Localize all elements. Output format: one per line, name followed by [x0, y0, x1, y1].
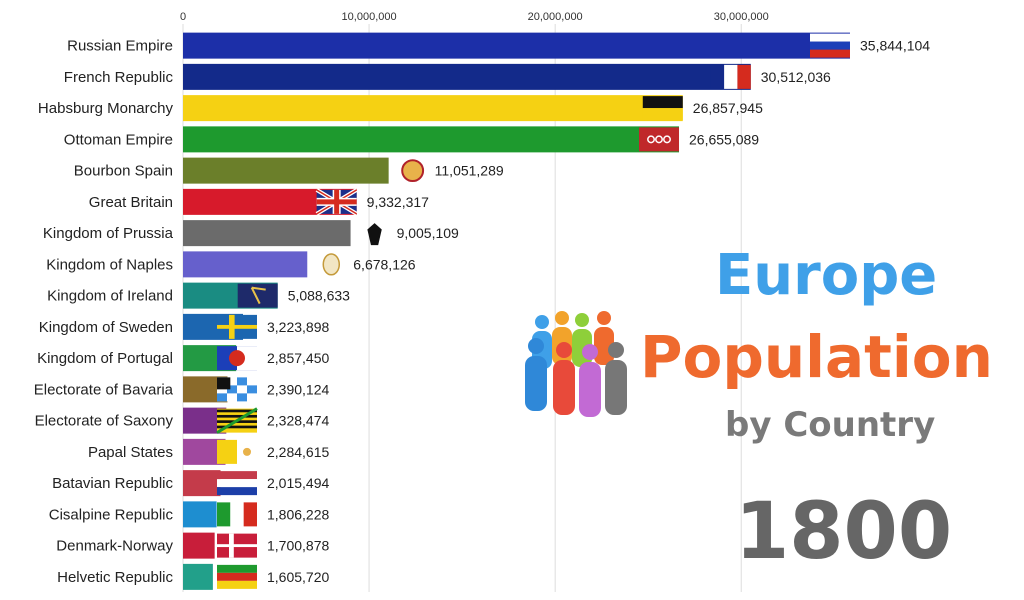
denmark-flag — [217, 533, 257, 558]
value-label: 2,857,450 — [267, 350, 329, 366]
value-label: 1,806,228 — [267, 506, 329, 522]
category-label: Kingdom of Ireland — [47, 288, 173, 305]
value-label: 30,512,036 — [761, 69, 831, 85]
value-label: 1,700,878 — [267, 538, 329, 554]
value-label: 6,678,126 — [353, 256, 415, 272]
value-label: 5,088,633 — [288, 288, 350, 304]
britain-flag — [315, 188, 358, 216]
value-label: 2,328,474 — [267, 413, 329, 429]
value-label: 2,015,494 — [267, 475, 329, 491]
category-label: Ottoman Empire — [64, 131, 173, 148]
category-label: Kingdom of Portugal — [37, 350, 173, 367]
category-label: Habsburg Monarchy — [38, 100, 174, 117]
bar — [183, 470, 221, 497]
value-label: 2,390,124 — [267, 381, 329, 397]
person-icon — [594, 311, 614, 365]
category-labels: Russian Empire French Republic Habsburg Mo… — [34, 38, 174, 586]
category-label: Helvetic Republic — [57, 569, 173, 586]
x-tick-label: 10,000,000 — [342, 11, 397, 23]
x-tick-label: 20,000,000 — [528, 11, 583, 23]
category-label: Kingdom of Prussia — [43, 225, 174, 242]
value-label: 26,857,945 — [693, 100, 763, 116]
category-label: Russian Empire — [67, 38, 173, 55]
title-line-europe: Europe — [715, 243, 938, 308]
spain-emblem — [401, 159, 425, 183]
bar — [183, 32, 850, 59]
person-icon — [605, 342, 627, 415]
person-icon — [579, 344, 601, 417]
papal-flag — [217, 439, 257, 464]
ireland-flag — [237, 283, 278, 308]
value-label: 3,223,898 — [267, 319, 329, 335]
bar — [183, 126, 680, 153]
bar — [183, 501, 217, 528]
sweden-flag — [217, 314, 257, 339]
value-label: 26,655,089 — [689, 131, 759, 147]
category-label: Electorate of Saxony — [35, 413, 174, 430]
bar — [183, 251, 308, 278]
value-labels: 35,844,104 30,512,036 26,857,945 26,655,089… — [267, 38, 930, 585]
bar — [183, 95, 683, 122]
category-label: Great Britain — [89, 194, 173, 211]
title-block: Europe Population by Country 1800 — [520, 248, 1020, 588]
people-group-icon — [525, 311, 627, 417]
category-label: Bourbon Spain — [74, 163, 173, 180]
bar — [183, 63, 751, 90]
prussia-eagle — [367, 223, 382, 246]
category-label: Kingdom of Sweden — [39, 319, 173, 336]
value-label: 9,332,317 — [367, 194, 429, 210]
person-icon — [525, 338, 547, 411]
category-label: Denmark-Norway — [56, 538, 173, 555]
value-label: 1,605,720 — [267, 569, 329, 585]
bar — [183, 220, 351, 247]
bar — [183, 563, 213, 590]
x-tick-label: 30,000,000 — [714, 11, 769, 23]
bavaria-flag — [217, 377, 257, 402]
france-flag — [710, 64, 751, 89]
category-label: Kingdom of Naples — [46, 256, 173, 273]
category-label: Batavian Republic — [52, 475, 173, 492]
year-label: 1800 — [735, 487, 953, 577]
category-label: Cisalpine Republic — [49, 506, 174, 523]
value-label: 35,844,104 — [860, 38, 930, 54]
value-label: 2,284,615 — [267, 444, 329, 460]
title-line-by-country: by Country — [725, 405, 936, 445]
russia-flag — [810, 33, 850, 58]
portugal-flag — [217, 346, 257, 371]
cisalpine-flag — [217, 502, 257, 527]
saxony-flag — [216, 407, 258, 434]
person-icon — [553, 342, 575, 415]
bar — [183, 532, 215, 559]
batavian-flag — [217, 471, 257, 496]
title-line-population: Population — [640, 323, 993, 391]
x-tick-label: 0 — [180, 11, 186, 23]
habsburg-flag — [642, 96, 683, 121]
value-label: 11,051,289 — [435, 163, 504, 179]
value-label: 9,005,109 — [397, 225, 459, 241]
x-tick-labels: 0 10,000,000 20,000,000 30,000,000 — [180, 11, 769, 23]
ottoman-flag — [639, 127, 680, 152]
category-label: French Republic — [64, 69, 174, 86]
naples-emblem — [322, 253, 341, 276]
category-label: Papal States — [88, 444, 173, 461]
bar — [183, 157, 389, 184]
category-label: Electorate of Bavaria — [34, 381, 174, 398]
flags — [216, 33, 850, 589]
helvetic-flag — [217, 564, 257, 589]
